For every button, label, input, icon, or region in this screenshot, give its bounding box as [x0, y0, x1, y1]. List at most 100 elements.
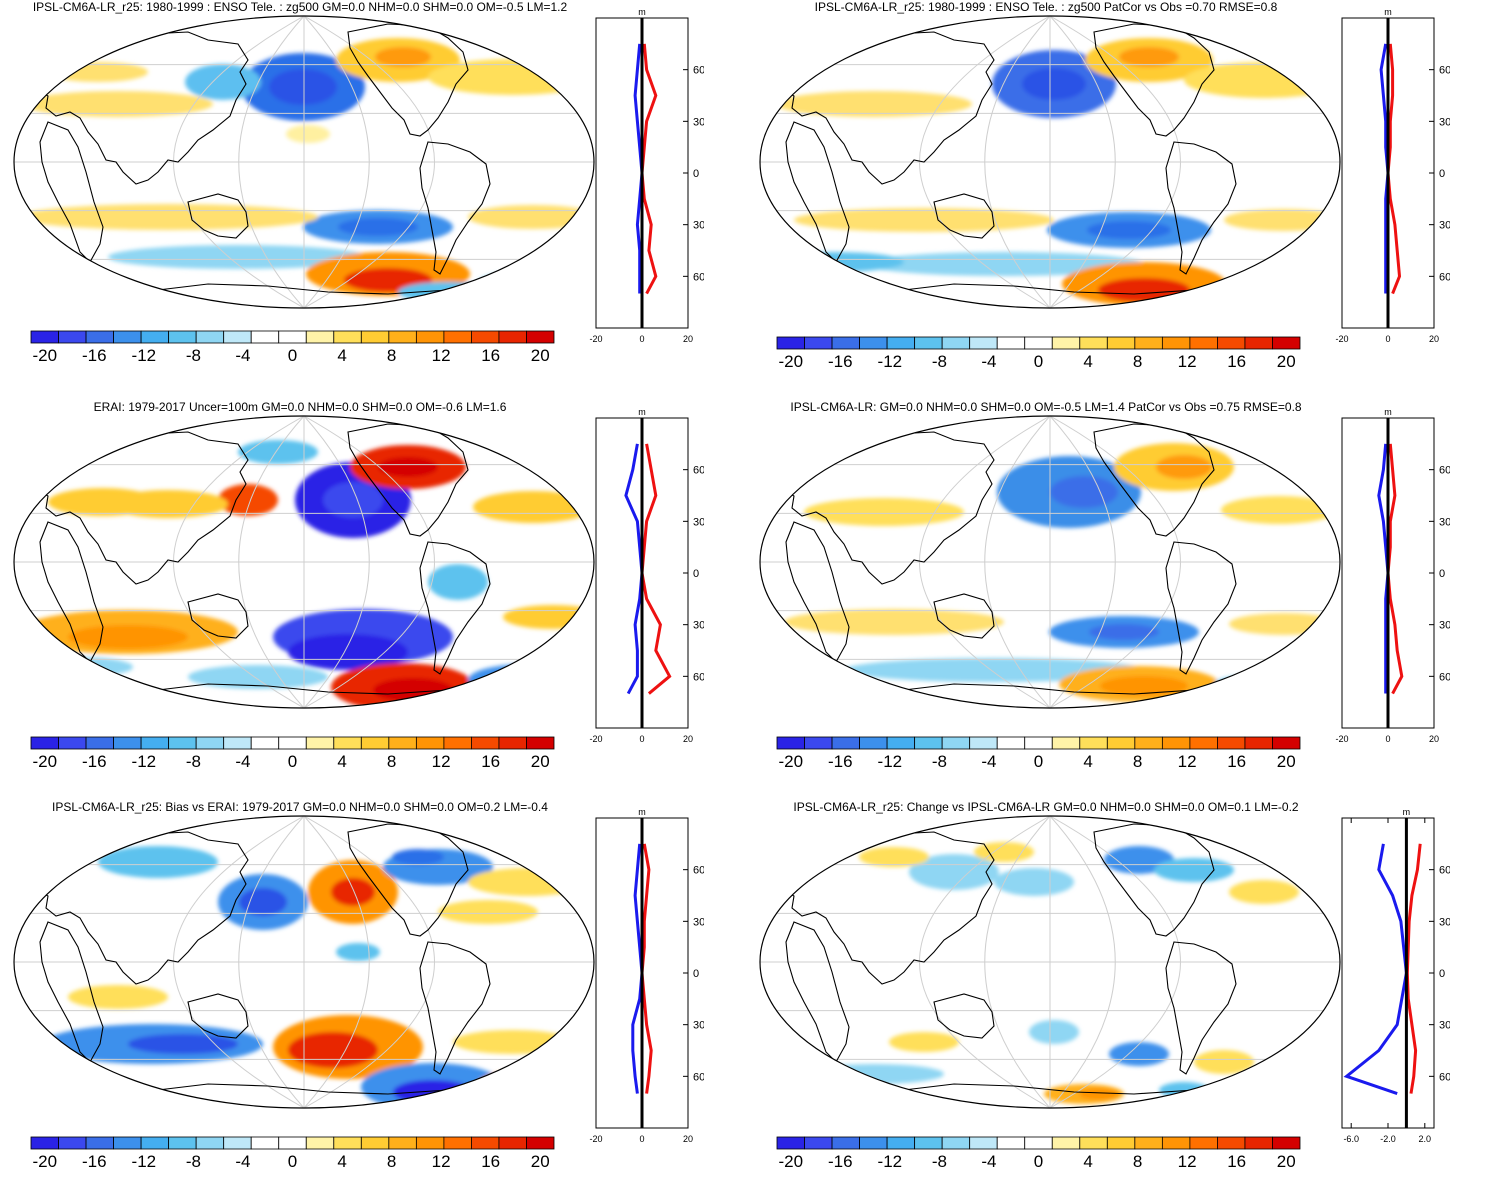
coastline — [347, 23, 469, 137]
colorbar-label: 20 — [530, 752, 550, 771]
coastline — [347, 823, 469, 937]
profile-unit: m — [638, 807, 646, 817]
lat-label: 30S — [1439, 220, 1450, 232]
colorbar-swatch — [1217, 736, 1246, 750]
colorbar-label: 12 — [1177, 352, 1197, 371]
panel-3: ERAI: 1979-2017 Uncer=100m GM=0.0 NHM=0.… — [0, 400, 744, 790]
colorbar-swatch — [969, 336, 998, 350]
colorbar-label: -4 — [981, 1152, 997, 1171]
colorbar-swatch — [859, 1136, 888, 1150]
anomaly-blob — [1022, 68, 1086, 100]
panel-title: IPSL-CM6A-LR_r25: Change vs IPSL-CM6A-LR… — [793, 800, 1299, 814]
lat-label: 60N — [693, 865, 704, 877]
colorbar-label: 4 — [337, 1152, 347, 1171]
map-border — [13, 15, 595, 309]
colorbar-label: 16 — [1227, 1152, 1247, 1171]
x-tick-label: 0 — [1385, 734, 1390, 744]
colorbar-label: 16 — [1227, 352, 1247, 371]
colorbar-label: -12 — [877, 352, 903, 371]
anomaly-blob — [1229, 613, 1339, 635]
anomaly-blob — [859, 847, 929, 867]
panel-title: IPSL-CM6A-LR_r25: 1980-1999 : ENSO Tele.… — [814, 0, 1278, 14]
anomaly-blob — [428, 564, 488, 600]
colorbar-swatch — [941, 336, 971, 350]
lat-label: 30S — [1439, 1020, 1450, 1032]
profile-unit: m — [1384, 7, 1392, 17]
meridian-line — [1049, 816, 1116, 1108]
colorbar-swatch — [360, 330, 390, 344]
colorbar-label: -12 — [131, 346, 157, 365]
colorbar-swatch — [498, 736, 527, 750]
map-border — [13, 415, 595, 709]
colorbar-swatch — [140, 736, 170, 750]
profile-min-line — [624, 443, 644, 695]
colorbar-label: -12 — [131, 1152, 157, 1171]
x-tick-label: 20 — [683, 734, 693, 744]
anomaly-blob — [1224, 209, 1340, 231]
coastline — [1165, 941, 1237, 1075]
lat-label: 60N — [1439, 465, 1450, 477]
graticule — [760, 16, 1340, 308]
colorbar-label: 16 — [481, 346, 501, 365]
colorbar-label: 0 — [287, 752, 298, 771]
anomaly-blob — [18, 204, 318, 230]
profile-unit: m — [1384, 407, 1392, 417]
colorbar-label: -4 — [235, 752, 251, 771]
colorbar-swatch — [1244, 1136, 1273, 1150]
colorbar-label: 4 — [1083, 352, 1093, 371]
colorbar-swatch — [914, 736, 943, 750]
colorbar-swatch — [1134, 736, 1163, 750]
lat-label: 30S — [1439, 620, 1450, 632]
anomaly-blob — [286, 125, 330, 143]
colorbar-swatch — [415, 330, 445, 344]
colorbar-swatches — [30, 736, 555, 750]
colorbar: -20 -16 -12 -8 -4 0 4 8 12 16 20 — [776, 736, 1301, 771]
colorbar-label: 0 — [1033, 752, 1044, 771]
colorbar-label: 8 — [386, 346, 397, 365]
colorbar-label: 20 — [1276, 1152, 1296, 1171]
coastlines — [783, 823, 1295, 1095]
lat-label: 30S — [693, 620, 704, 632]
anomaly-blob — [238, 440, 318, 464]
coastline — [187, 993, 249, 1039]
colorbar-label: 0 — [1033, 1152, 1044, 1171]
colorbar: -20 -16 -12 -8 -4 0 4 8 12 16 20 — [776, 336, 1301, 371]
meridian-line — [984, 816, 1051, 1108]
x-tick-label: 0 — [639, 1134, 644, 1144]
profile-min-line — [1343, 843, 1408, 1095]
lat-label: 30N — [693, 516, 704, 528]
colorbar-label: -4 — [981, 752, 997, 771]
colorbar-label: 20 — [1276, 752, 1296, 771]
colorbar-swatch — [113, 1136, 142, 1150]
colorbar-swatch — [804, 336, 833, 350]
anomaly-blob — [338, 218, 418, 236]
colorbar-swatch — [526, 1136, 555, 1150]
colorbar-swatch — [85, 736, 114, 750]
zonal-profile: m 60N 30N 0 30S 60S -20 0 20 — [589, 807, 704, 1144]
panel-6: IPSL-CM6A-LR_r25: Change vs IPSL-CM6A-LR… — [746, 800, 1489, 1190]
colorbar-label: -20 — [32, 1152, 58, 1171]
colorbar-swatch — [85, 330, 114, 344]
anomaly-blob — [185, 64, 261, 100]
anomaly-blob — [1214, 674, 1334, 694]
meridian-line — [303, 816, 370, 1108]
anomaly-blob — [1089, 624, 1159, 640]
coastlines — [783, 23, 1295, 295]
anomaly-blob — [473, 491, 593, 523]
colorbar-swatch — [168, 736, 197, 750]
meridian-line — [238, 16, 305, 308]
anomaly-blob — [269, 69, 337, 105]
map — [13, 815, 595, 1109]
meridian-line — [984, 416, 1051, 708]
colorbar-swatches — [776, 336, 1301, 350]
colorbar-swatch — [886, 336, 916, 350]
zonal-profile: m 60N 30N 0 30S 60S -20 0 20 — [1335, 407, 1450, 744]
lat-label: 60S — [1439, 271, 1450, 283]
anomaly-blob — [804, 1064, 944, 1084]
colorbar-swatch — [776, 1136, 805, 1150]
colorbar-swatch — [1079, 736, 1108, 750]
colorbar-swatch — [333, 736, 362, 750]
coastline — [1093, 423, 1215, 537]
zonal-profile: m 60N 30N 0 30S 60S -6.0 -2.0 2.0 — [1341, 807, 1450, 1144]
colorbar-swatch — [914, 1136, 943, 1150]
